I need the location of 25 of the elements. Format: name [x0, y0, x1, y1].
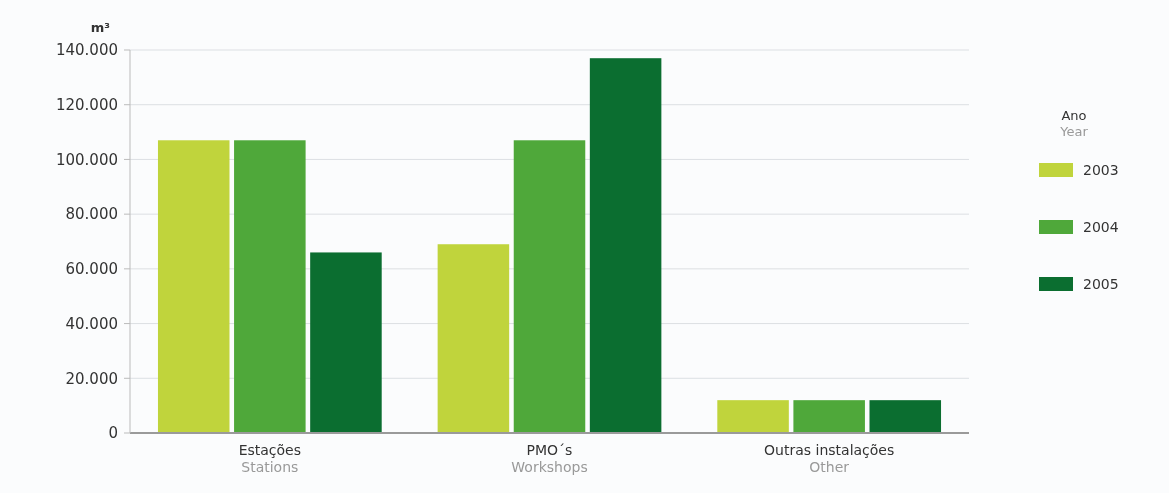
bar	[437, 244, 510, 433]
y-tick-label: 20.000	[65, 369, 118, 388]
legend-title: Ano Year	[1059, 108, 1089, 139]
y-tick-label: 120.000	[55, 95, 118, 114]
legend-label: 2004	[1083, 218, 1119, 235]
bar	[793, 400, 865, 433]
x-tick-label: Estações Stations	[238, 442, 302, 475]
y-tick-label: 60.000	[65, 260, 118, 279]
y-tick-label: 100.000	[55, 150, 118, 169]
bar	[157, 140, 230, 433]
bar	[234, 140, 306, 433]
y-tick-label: 140.000	[55, 41, 118, 60]
x-tick-label: PMO´s Workshops	[511, 442, 588, 475]
y-tick-label: 0	[108, 424, 118, 443]
bar	[869, 400, 942, 433]
y-axis-title: m³	[90, 20, 110, 35]
y-tick-label: 40.000	[65, 314, 118, 333]
bar	[310, 252, 382, 433]
bar	[717, 400, 789, 433]
bar	[513, 140, 586, 433]
bar	[589, 58, 662, 433]
legend-label: 2005	[1083, 275, 1119, 292]
legend-label: 2003	[1083, 161, 1119, 178]
y-tick-label: 80.000	[65, 205, 118, 224]
x-tick-label: Outras instalações Other	[764, 442, 895, 475]
